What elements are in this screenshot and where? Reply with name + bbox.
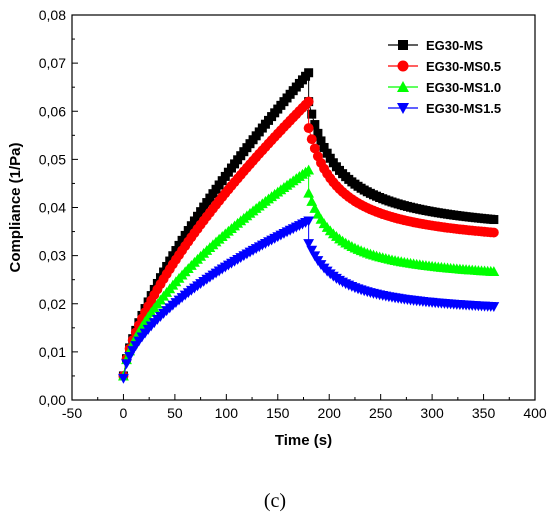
legend-label: EG30-MS1.0 xyxy=(426,80,501,95)
x-tick-label: 0 xyxy=(120,405,128,421)
series-EG30-MS0.5 xyxy=(118,96,499,381)
data-point xyxy=(171,246,181,256)
legend-marker xyxy=(397,60,409,72)
x-tick-label: 200 xyxy=(318,405,342,421)
data-point xyxy=(322,148,332,158)
x-tick-label: 50 xyxy=(167,405,183,421)
data-point xyxy=(180,230,190,240)
legend-label: EG30-MS1.5 xyxy=(426,101,501,116)
data-point xyxy=(303,96,314,107)
data-point xyxy=(177,235,187,245)
y-tick-label: 0,02 xyxy=(39,296,66,312)
series-EG30-MS1.0 xyxy=(118,164,500,381)
legend-label: EG30-MS xyxy=(426,38,483,53)
data-point xyxy=(183,226,193,236)
y-tick-label: 0,06 xyxy=(39,103,66,119)
data-point xyxy=(189,216,199,226)
data-point xyxy=(196,207,206,217)
y-tick-label: 0,04 xyxy=(39,200,66,216)
data-point xyxy=(309,143,320,154)
data-point xyxy=(186,221,196,231)
data-point xyxy=(118,373,129,384)
data-point xyxy=(303,239,315,249)
data-point xyxy=(303,164,315,175)
y-tick-label: 0,00 xyxy=(39,392,66,408)
legend-marker xyxy=(398,40,408,50)
y-tick-label: 0,08 xyxy=(39,7,66,23)
data-point xyxy=(488,302,500,313)
y-tick-label: 0,01 xyxy=(39,344,66,360)
data-point xyxy=(193,211,203,221)
data-point xyxy=(304,68,314,78)
x-tick-label: -50 xyxy=(62,405,82,421)
data-point xyxy=(488,227,499,238)
x-tick-label: 100 xyxy=(215,405,239,421)
data-point xyxy=(319,142,329,152)
y-tick-label: 0,03 xyxy=(39,248,66,264)
x-tick-label: 300 xyxy=(420,405,444,421)
x-tick-label: 400 xyxy=(523,405,547,421)
data-point xyxy=(303,123,314,134)
data-point xyxy=(121,359,132,370)
data-point xyxy=(307,109,317,119)
data-point xyxy=(316,136,326,146)
x-tick-label: 150 xyxy=(266,405,290,421)
x-tick-label: 250 xyxy=(369,405,393,421)
data-point xyxy=(313,128,323,138)
data-point xyxy=(136,321,148,332)
data-point xyxy=(489,215,499,225)
data-point xyxy=(488,266,500,277)
data-point xyxy=(199,202,209,212)
data-point xyxy=(310,120,320,130)
x-tick-label: 350 xyxy=(472,405,496,421)
data-point xyxy=(306,195,318,206)
y-axis-title: Compliance (1/Pa) xyxy=(7,142,24,272)
y-tick-label: 0,05 xyxy=(39,151,66,167)
x-axis-title: Time (s) xyxy=(275,432,332,449)
series-EG30-MS1.5 xyxy=(118,216,500,384)
legend-marker xyxy=(397,81,409,92)
y-tick-label: 0,07 xyxy=(39,55,66,71)
data-point xyxy=(306,245,318,256)
legend-marker xyxy=(397,103,409,114)
legend-label: EG30-MS0.5 xyxy=(426,59,501,74)
data-point xyxy=(303,216,315,227)
data-point xyxy=(303,187,315,198)
data-point xyxy=(174,240,184,250)
data-point xyxy=(306,134,317,145)
panel-caption: (c) xyxy=(263,490,287,512)
